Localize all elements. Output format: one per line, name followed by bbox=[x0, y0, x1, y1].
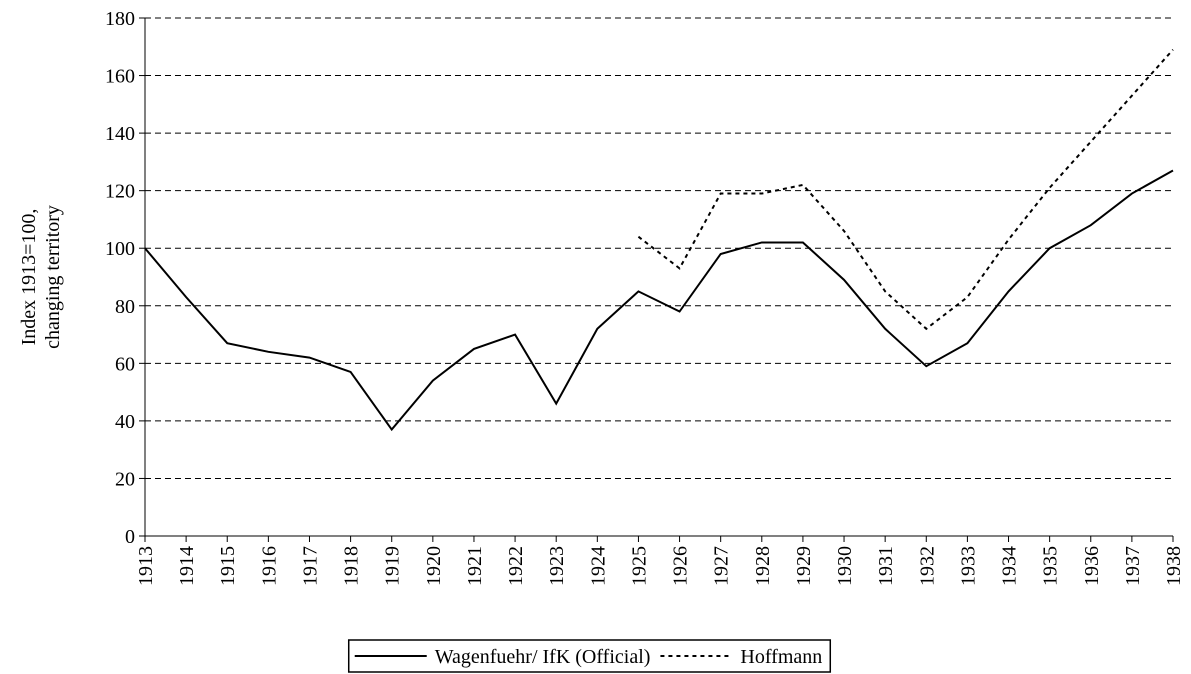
line bbox=[637, 48, 1174, 331]
x-tick-label: 1932 bbox=[916, 546, 938, 586]
y-tick-label: 80 bbox=[115, 296, 135, 318]
x-tick-label: 1930 bbox=[834, 546, 856, 586]
x-tick-label: 1937 bbox=[1122, 546, 1144, 586]
x-tick-label: 1914 bbox=[176, 546, 198, 586]
y-tick-label: 60 bbox=[115, 353, 135, 375]
x-tick-label: 1925 bbox=[628, 546, 650, 586]
x-tick-label: 1920 bbox=[423, 546, 445, 586]
x-tick-label: 1922 bbox=[505, 546, 527, 586]
y-axis-label: Index 1913=100, bbox=[18, 209, 40, 346]
x-tick-label: 1919 bbox=[382, 546, 404, 586]
x-tick-label: 1921 bbox=[464, 546, 486, 586]
x-tick-label: 1935 bbox=[1040, 546, 1062, 586]
x-tick-label: 1918 bbox=[341, 546, 363, 586]
legend-label: Hoffmann bbox=[740, 646, 822, 668]
x-tick-label: 1915 bbox=[217, 546, 239, 586]
x-tick-label: 1927 bbox=[711, 546, 733, 586]
x-tick-label: 1934 bbox=[999, 546, 1021, 586]
x-tick-label: 1926 bbox=[670, 546, 692, 586]
legend: Wagenfuehr/ IfK (Official) Hoffmann bbox=[347, 639, 832, 673]
y-tick-label: 40 bbox=[115, 411, 135, 433]
x-tick-label: 1917 bbox=[299, 546, 321, 586]
legend-box bbox=[347, 639, 832, 673]
x-tick-label: 1924 bbox=[587, 546, 609, 586]
x-tick-label: 1923 bbox=[546, 546, 568, 586]
x-tick-label: 1913 bbox=[135, 546, 157, 586]
y-axis-label: changing territory bbox=[42, 205, 64, 349]
y-tick-label: 180 bbox=[105, 8, 135, 30]
y-tick-label: 20 bbox=[115, 468, 135, 490]
x-tick-label: 1916 bbox=[258, 546, 280, 586]
x-tick-label: 1929 bbox=[793, 546, 815, 586]
line bbox=[144, 169, 1174, 432]
x-tick-label: 1928 bbox=[752, 546, 774, 586]
x-tick-label: 1933 bbox=[957, 546, 979, 586]
x-tick-label: 1938 bbox=[1163, 546, 1185, 586]
legend-label: Wagenfuehr/ IfK (Official) bbox=[435, 646, 651, 668]
x-tick-label: 1936 bbox=[1081, 546, 1103, 586]
y-tick-label: 0 bbox=[125, 526, 135, 548]
y-tick-label: 100 bbox=[105, 238, 135, 260]
y-tick-label: 140 bbox=[105, 123, 135, 145]
x-tick-label: 1931 bbox=[875, 546, 897, 586]
y-tick-label: 120 bbox=[105, 181, 135, 203]
y-tick-label: 160 bbox=[105, 66, 135, 88]
